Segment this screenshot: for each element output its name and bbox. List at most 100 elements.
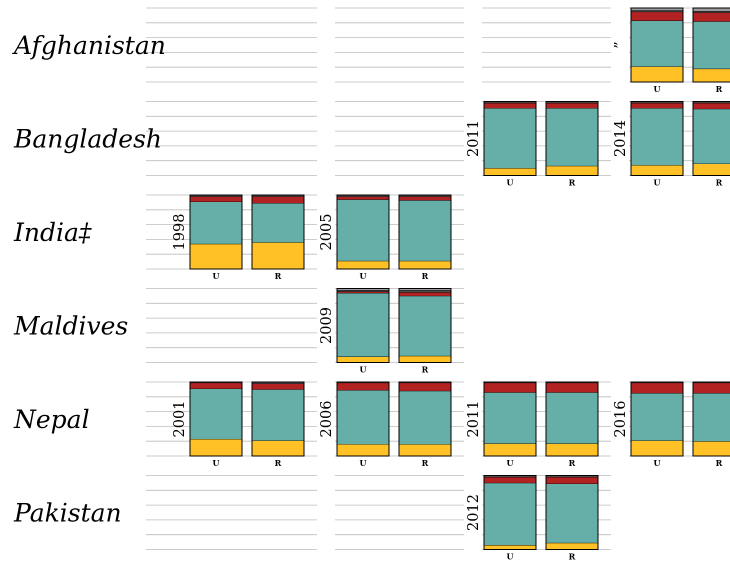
bar-segment-bottom	[337, 260, 389, 269]
bar-outline	[251, 194, 305, 270]
bar-segment-middle	[546, 392, 598, 444]
bar-segment-bottom	[484, 545, 536, 550]
bar-R: R	[398, 381, 452, 468]
bar-segment-bottom	[337, 444, 389, 456]
category-tick-label: R	[569, 458, 576, 468]
bar-segment-middle	[484, 392, 536, 444]
category-tick-label: R	[716, 178, 723, 188]
bar-segment-upper2	[190, 195, 242, 197]
bar-segment-upper	[252, 383, 304, 390]
bar-outline	[545, 475, 599, 550]
bar-segment-bottom	[252, 440, 304, 456]
year-label: 2011	[466, 401, 482, 438]
bar-segment-middle	[399, 390, 451, 445]
bar-segment-top	[693, 8, 730, 11]
bar-segment-upper2	[484, 475, 536, 477]
bar-segment-middle	[399, 295, 451, 356]
bar-segment-upper2	[399, 195, 451, 197]
bar-R: R	[398, 194, 452, 281]
bar-outline	[336, 288, 390, 363]
survey-group: 2012 U R	[466, 475, 599, 562]
bar-segment-middle	[693, 108, 730, 164]
bar-R: R	[398, 288, 452, 375]
bar-segment-bottom	[337, 356, 389, 363]
bar-segment-upper	[252, 196, 304, 204]
bar-R: R	[545, 475, 599, 562]
bar-segment-bottom	[399, 444, 451, 456]
bar-segment-upper	[399, 196, 451, 201]
bar-outline	[398, 194, 452, 270]
category-tick-label: U	[360, 365, 367, 375]
bar-segment-upper	[399, 292, 451, 296]
bar-segment-upper2	[337, 289, 389, 292]
survey-group: 2005 U R	[319, 194, 452, 281]
bar-segment-upper	[337, 196, 389, 200]
bar-segment-upper	[693, 12, 730, 22]
bar-segment-bottom	[190, 243, 242, 269]
panel-1: Bangladesh 2011 U R 2014 U R	[13, 101, 730, 188]
category-tick-label: U	[507, 458, 514, 468]
year-label: 2011	[466, 120, 482, 157]
bar-outline	[251, 381, 305, 457]
bar-segment-top	[399, 288, 451, 290]
bar-U: U	[630, 381, 684, 468]
bar-outline	[545, 101, 599, 176]
survey-group: ” U R	[613, 7, 730, 94]
bar-segment-bottom	[693, 68, 730, 82]
bar-segment-upper	[546, 382, 598, 393]
bar-R: R	[251, 381, 305, 468]
bar-outline	[630, 7, 684, 83]
bar-segment-bottom	[693, 441, 730, 456]
survey-group: 1998 U R	[172, 194, 305, 281]
category-tick-label: U	[360, 271, 367, 281]
bar-segment-top	[337, 288, 389, 290]
bar-segment-middle	[337, 390, 389, 445]
year-label: 2016	[613, 401, 629, 438]
bar-segment-middle	[252, 203, 304, 243]
bar-segment-middle	[337, 292, 389, 357]
bar-segment-bottom	[631, 66, 683, 82]
bar-segment-upper2	[631, 10, 683, 12]
bar-segment-upper	[337, 291, 389, 293]
panel-0: Afghanistan ” U R	[12, 7, 730, 94]
category-tick-label: R	[275, 271, 282, 281]
survey-group: 2016 U R	[613, 381, 730, 468]
bar-U: U	[483, 475, 537, 562]
bar-U: U	[336, 194, 390, 281]
bar-outline	[483, 475, 537, 550]
bar-outline	[483, 101, 537, 176]
country-label: Pakistan	[13, 499, 122, 528]
bar-U: U	[630, 7, 684, 94]
bar-segment-middle	[337, 199, 389, 261]
category-tick-label: U	[360, 458, 367, 468]
bar-segment-top	[631, 8, 683, 11]
bar-U: U	[189, 194, 243, 281]
bar-U: U	[630, 101, 684, 188]
bar-outline	[630, 101, 684, 176]
bar-segment-middle	[631, 108, 683, 166]
bar-segment-middle	[631, 393, 683, 441]
bar-segment-upper	[693, 102, 730, 109]
bar-outline	[336, 194, 390, 270]
bar-segment-upper2	[252, 382, 304, 384]
bar-segment-middle	[631, 20, 683, 67]
category-tick-label: R	[716, 458, 723, 468]
category-tick-label: R	[422, 458, 429, 468]
category-tick-label: U	[507, 552, 514, 562]
bar-outline	[692, 7, 730, 83]
bar-segment-bottom	[693, 163, 730, 176]
category-tick-label: U	[213, 458, 220, 468]
bar-segment-middle	[190, 388, 242, 439]
bar-segment-upper	[693, 382, 730, 394]
bar-R: R	[251, 194, 305, 281]
bar-segment-upper	[631, 102, 683, 109]
bar-segment-upper	[546, 102, 598, 109]
bar-segment-middle	[546, 108, 598, 166]
bar-segment-bottom	[399, 260, 451, 269]
bar-segment-bottom	[399, 355, 451, 363]
category-tick-label: U	[654, 458, 661, 468]
year-label: 2005	[319, 214, 335, 251]
bar-outline	[692, 381, 730, 457]
country-label: Nepal	[13, 405, 90, 434]
bar-U: U	[483, 101, 537, 188]
